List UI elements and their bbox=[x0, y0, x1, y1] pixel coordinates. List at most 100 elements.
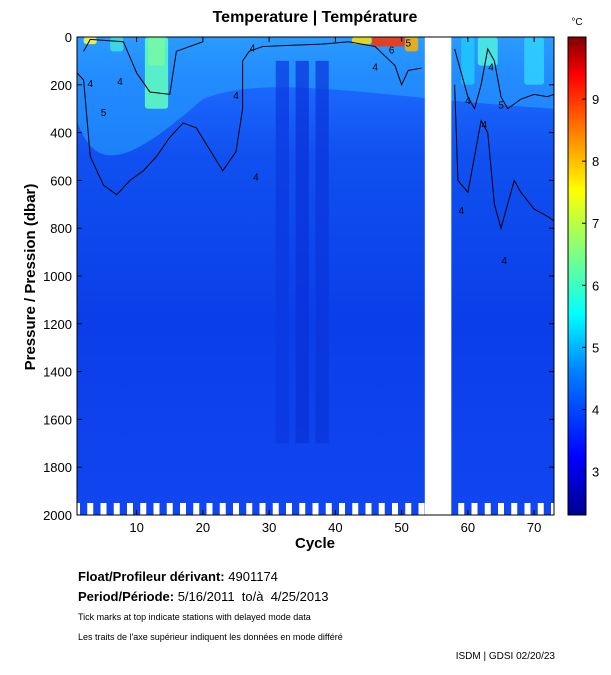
contour-label: 5 bbox=[498, 101, 504, 112]
contour-label: 4 bbox=[458, 206, 464, 217]
delayed-mode-marker bbox=[458, 503, 465, 515]
x-tick-label: 70 bbox=[527, 520, 541, 535]
x-tick-label: 50 bbox=[394, 520, 408, 535]
contour-label: 5 bbox=[101, 108, 107, 119]
warm-plume-cycle-13 bbox=[144, 37, 169, 109]
warm-patch-cycle-51 bbox=[404, 37, 419, 52]
y-tick-label: 600 bbox=[50, 173, 72, 188]
contour-5c-left bbox=[83, 38, 204, 95]
deep-column-2 bbox=[275, 60, 289, 444]
warm-patch-cycle-3 bbox=[83, 37, 97, 45]
hot-patch-cycle-48 bbox=[371, 37, 405, 47]
warm-patch-cycle-7 bbox=[110, 37, 124, 52]
contour-label: 4 bbox=[117, 77, 123, 88]
y-tick-label: 1200 bbox=[43, 317, 72, 332]
contour-label: 6 bbox=[389, 46, 395, 57]
colorbar-tick-label: 4 bbox=[592, 402, 599, 417]
delayed-mode-marker bbox=[524, 503, 531, 515]
chart-title: Temperature | Température bbox=[213, 9, 418, 26]
note-french: Les traits de l'axe supérieur indiquent … bbox=[78, 632, 343, 642]
delayed-mode-marker bbox=[286, 503, 292, 515]
delayed-mode-marker bbox=[77, 503, 80, 515]
delayed-mode-marker bbox=[484, 503, 491, 515]
delayed-mode-marker bbox=[405, 503, 412, 515]
delayed-mode-marker bbox=[259, 503, 266, 515]
y-tick-label: 400 bbox=[50, 126, 72, 141]
warm-patch-cycle-70 bbox=[524, 37, 545, 85]
contour-label: 4 bbox=[465, 96, 471, 107]
contour-label: 4 bbox=[253, 172, 259, 183]
y-tick-label: 800 bbox=[50, 221, 72, 236]
x-tick-label: 30 bbox=[262, 520, 276, 535]
period-value: 5/16/2011 to/à 4/25/2013 bbox=[177, 589, 329, 604]
warm-patch-cycle-44 bbox=[351, 37, 372, 45]
contour-4c-left bbox=[77, 41, 422, 196]
delayed-mode-marker bbox=[352, 503, 359, 515]
x-axis-label: Cycle bbox=[295, 535, 335, 552]
delayed-mode-marker bbox=[113, 503, 120, 515]
delayed-mode-marker bbox=[87, 503, 94, 515]
y-axis: 0 200 400 600 800 1000 1200 1400 1600 1800 2000 bbox=[43, 30, 554, 523]
contour-label: 4 bbox=[372, 62, 378, 73]
contour-label: 4 bbox=[250, 43, 256, 54]
warm-patch-cycle-60 bbox=[461, 37, 475, 85]
delayed-mode-marker bbox=[272, 503, 279, 515]
y-tick-label: 1000 bbox=[43, 269, 72, 284]
delayed-mode-marker bbox=[392, 503, 398, 515]
delayed-mode-marker bbox=[127, 503, 133, 515]
colorbar bbox=[567, 36, 587, 516]
note-english: Tick marks at top indicate stations with… bbox=[78, 612, 311, 622]
x-tick-label: 40 bbox=[328, 520, 342, 535]
delayed-mode-marker bbox=[471, 503, 478, 515]
delayed-mode-marker bbox=[140, 503, 147, 515]
delayed-mode-marker bbox=[365, 503, 372, 515]
delayed-mode-marker bbox=[312, 503, 319, 515]
contour-label: 4 bbox=[502, 256, 508, 267]
y-tick-label: 0 bbox=[65, 30, 72, 45]
credit: ISDM | GDSI 02/20/23 bbox=[455, 651, 555, 662]
delayed-mode-marker bbox=[339, 503, 345, 515]
contour-label: 4 bbox=[482, 120, 488, 131]
delayed-mode-marker bbox=[246, 503, 253, 515]
delayed-mode-marker bbox=[551, 503, 554, 515]
contour-4c-right bbox=[454, 84, 554, 231]
delayed-mode-marker bbox=[378, 503, 385, 515]
y-tick-label: 200 bbox=[50, 78, 72, 93]
y-tick-label: 1400 bbox=[43, 365, 72, 380]
deep-column-0 bbox=[295, 60, 309, 444]
colorbar-tick-label: 5 bbox=[592, 340, 599, 355]
x-tick-label: 60 bbox=[461, 520, 475, 535]
y-tick-label: 1800 bbox=[43, 460, 72, 475]
delayed-mode-marker bbox=[153, 503, 160, 515]
delayed-mode-marker bbox=[537, 503, 544, 515]
contour-label: 5 bbox=[405, 39, 411, 50]
y-tick-label: 2000 bbox=[43, 508, 72, 523]
delayed-mode-marker bbox=[233, 503, 239, 515]
colorbar-tick-label: 9 bbox=[592, 92, 599, 107]
contour-label: 4 bbox=[87, 79, 93, 90]
y-tick-label: 1600 bbox=[43, 412, 72, 427]
delayed-mode-marker bbox=[100, 503, 107, 515]
period-row: Period/Période: 5/16/2011 to/à 4/25/2013 bbox=[78, 589, 329, 604]
x-axis: 10 20 30 40 50 60 70 bbox=[129, 37, 541, 535]
delayed-mode-marker bbox=[193, 503, 200, 515]
colorbar-ticks: 3 4 5 6 7 8 9 bbox=[582, 92, 599, 480]
x-tick-label: 20 bbox=[196, 520, 210, 535]
x-tick-label: 10 bbox=[129, 520, 143, 535]
colorbar-unit: °C bbox=[571, 17, 582, 28]
float-id: 4901174 bbox=[228, 569, 278, 584]
period-label: Period/Période: bbox=[78, 589, 175, 604]
colorbar-tick-label: 7 bbox=[592, 216, 599, 231]
contour-5c-right bbox=[454, 47, 554, 111]
contour-label: 4 bbox=[233, 91, 239, 102]
y-axis-label: Pressure / Pression (dbar) bbox=[22, 184, 39, 371]
delayed-mode-marker bbox=[498, 503, 504, 515]
delayed-mode-marker bbox=[511, 503, 518, 515]
delayed-mode-marker bbox=[219, 503, 226, 515]
delayed-mode-marker bbox=[166, 503, 173, 515]
data-gap bbox=[424, 37, 452, 515]
colorbar-tick-label: 3 bbox=[592, 465, 599, 480]
delayed-mode-marker bbox=[418, 503, 425, 515]
